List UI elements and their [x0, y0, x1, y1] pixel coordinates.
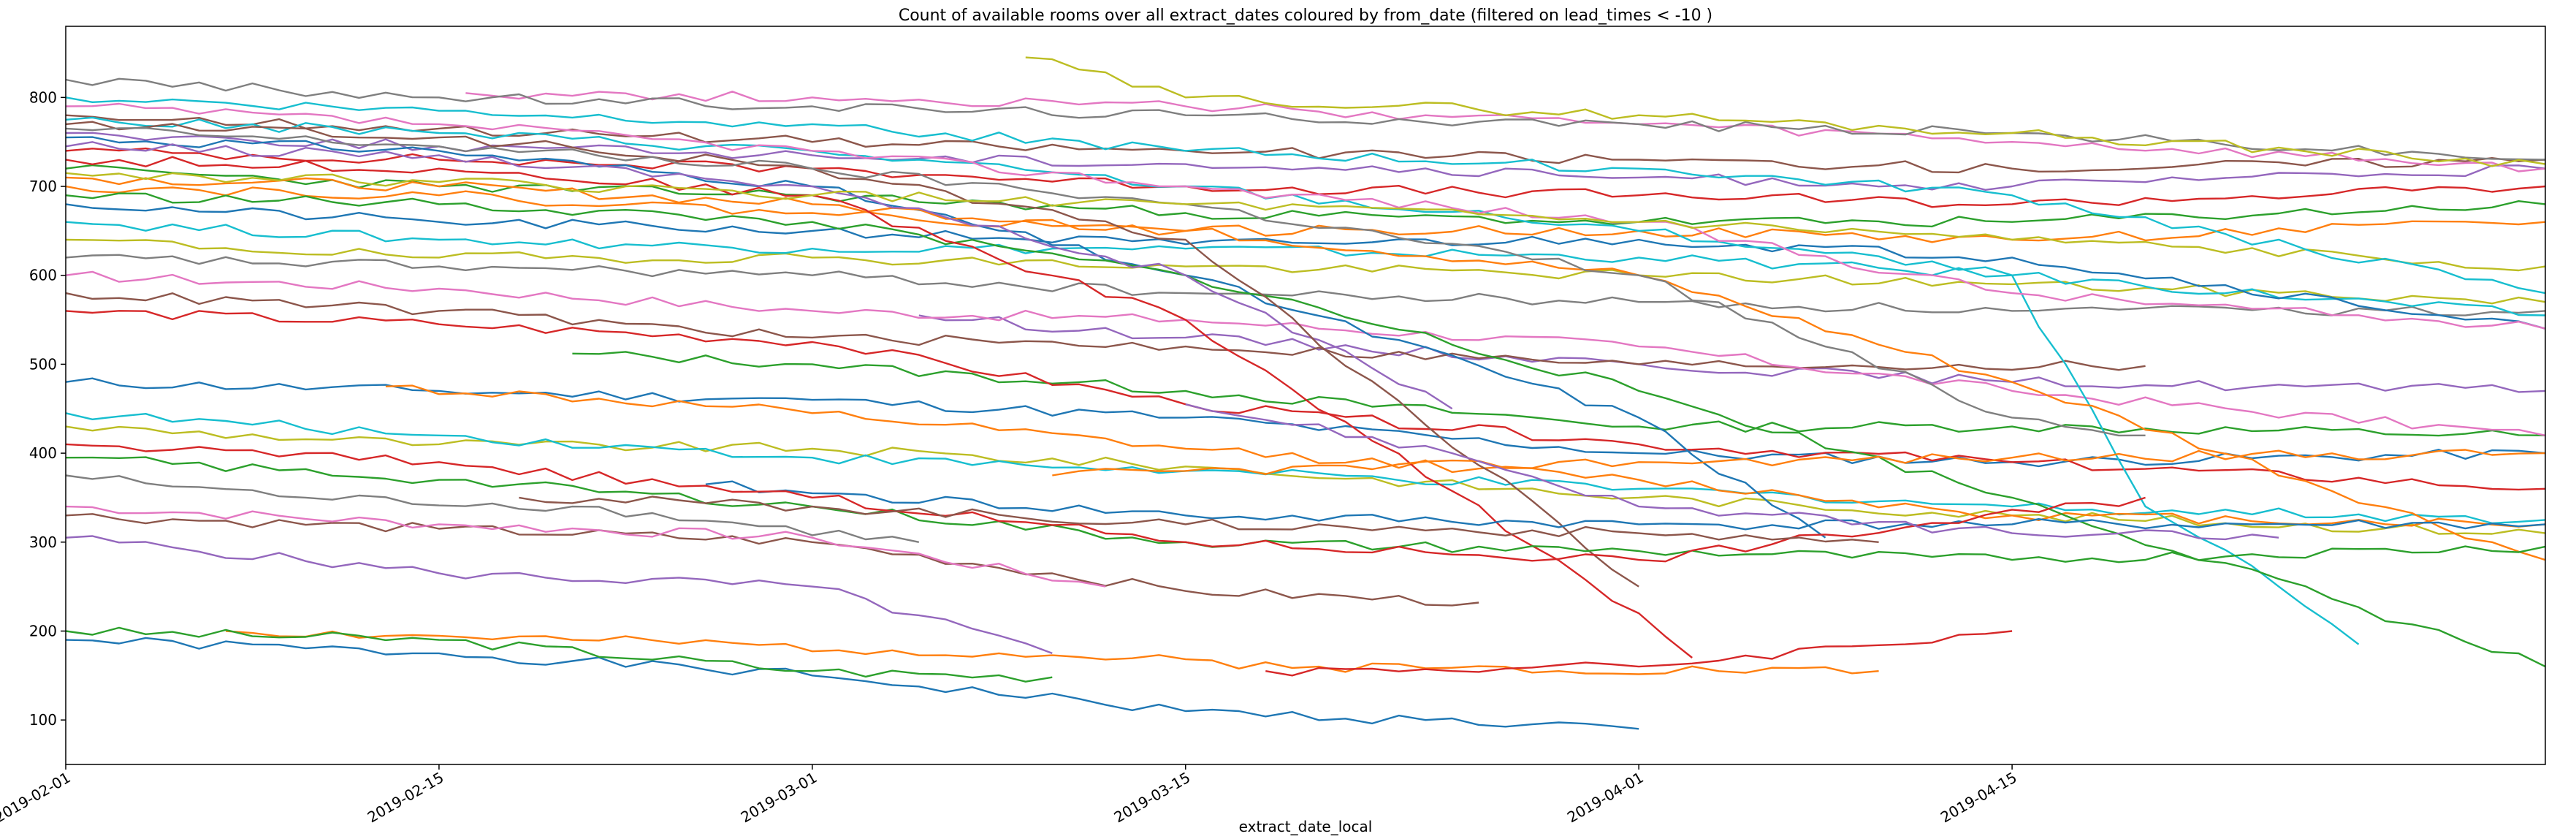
series-line: [65, 156, 1693, 658]
series-line: [65, 626, 1053, 683]
y-tick-label: 500: [29, 355, 57, 373]
series-line: [65, 164, 2546, 228]
series-line: [65, 147, 2546, 208]
y-axis: 100 200 300 400 500 600 700 800: [29, 88, 66, 729]
series-line: [1265, 630, 2013, 677]
y-tick-label: 300: [29, 534, 57, 551]
series-line: [65, 377, 2546, 468]
series-line: [65, 637, 1639, 730]
series-line: [65, 136, 1826, 539]
series-line: [65, 77, 2546, 161]
y-tick-label: 700: [29, 178, 57, 195]
series-line: [65, 310, 2546, 491]
series-line: [65, 443, 2146, 563]
series-line: [65, 238, 2546, 305]
y-tick-label: 600: [29, 267, 57, 284]
series-line: [705, 480, 2546, 531]
series-line: [65, 96, 2546, 295]
series-line: [65, 121, 1639, 588]
series-line: [65, 172, 2546, 272]
series-line: [1025, 56, 2546, 167]
series-line: [65, 474, 920, 543]
series-lines: [65, 56, 2546, 730]
series-line: [65, 456, 2546, 563]
plot-area-border: [65, 26, 2546, 765]
y-tick-label: 100: [29, 711, 57, 729]
series-line: [65, 254, 2546, 316]
series-line: [1185, 403, 2279, 541]
series-line: [65, 116, 2360, 645]
series-line: [65, 126, 2146, 437]
chart-title: Count of available rooms over all extrac…: [899, 7, 1712, 25]
series-line: [65, 425, 2546, 535]
y-tick-label: 400: [29, 444, 57, 462]
series-line: [65, 141, 1453, 410]
x-axis-label: extract_date_local: [1239, 818, 1373, 835]
series-line: [918, 314, 2546, 393]
series-line: [65, 535, 1053, 655]
series-line: [65, 192, 2546, 668]
series-line: [65, 114, 2546, 174]
series-line: [65, 270, 2546, 436]
series-line: [225, 630, 1879, 675]
series-line: [65, 132, 2546, 191]
series-line: [385, 384, 2546, 528]
y-tick-label: 800: [29, 88, 57, 106]
series-line: [1052, 449, 2546, 477]
series-line: [572, 351, 2546, 437]
series-line: [519, 496, 1879, 543]
series-line: [65, 176, 2546, 561]
series-line: [65, 203, 2546, 330]
series-line: [65, 102, 2546, 330]
series-line: [65, 505, 1106, 588]
series-line: [65, 513, 1479, 607]
series-line: [65, 185, 2546, 243]
y-tick-label: 200: [29, 622, 57, 639]
